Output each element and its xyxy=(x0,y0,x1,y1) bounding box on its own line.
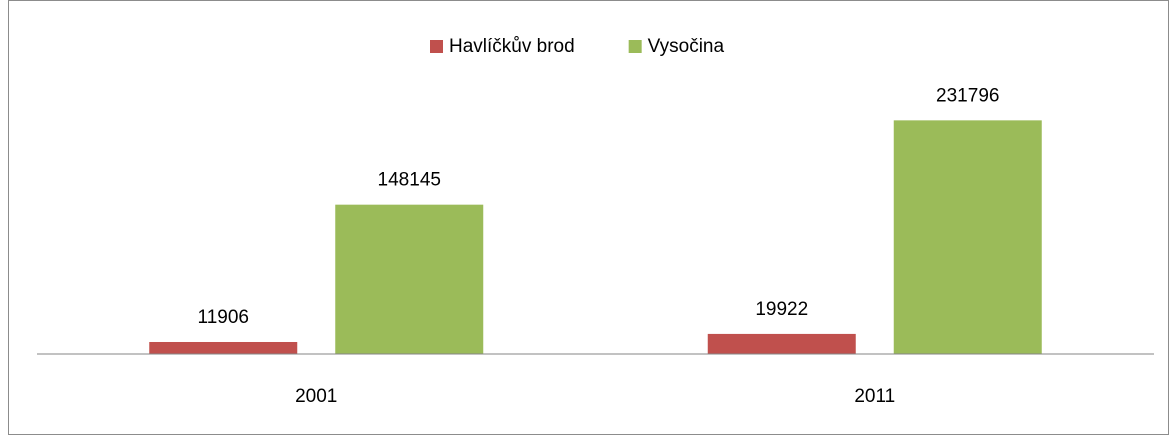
bar xyxy=(707,333,856,354)
bar xyxy=(335,204,484,354)
x-tick-label: 2001 xyxy=(295,386,337,407)
x-tick-label: 2011 xyxy=(854,386,895,407)
bar xyxy=(893,120,1042,354)
data-label: 19922 xyxy=(755,299,808,320)
legend-label: Havlíčkův brod xyxy=(449,36,575,57)
bar xyxy=(149,341,298,354)
data-label: 231796 xyxy=(936,85,999,106)
data-label: 148145 xyxy=(378,170,441,191)
legend-swatch xyxy=(628,40,642,53)
legend-label: Vysočina xyxy=(648,36,725,57)
legend-swatch xyxy=(430,40,443,53)
data-label: 11906 xyxy=(198,307,249,328)
